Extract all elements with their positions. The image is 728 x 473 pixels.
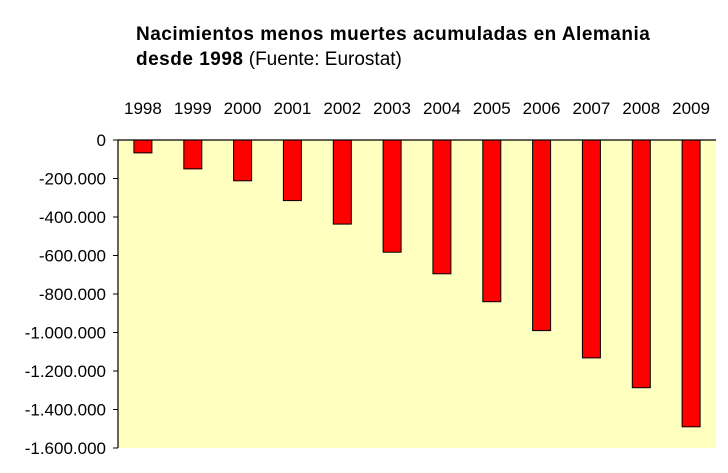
x-tick-label-1998: 1998 bbox=[124, 99, 162, 118]
x-tick-label-2006: 2006 bbox=[523, 99, 561, 118]
bar-1998 bbox=[133, 139, 153, 154]
x-tick-label-2001: 2001 bbox=[273, 99, 311, 118]
bar-2006 bbox=[532, 139, 552, 332]
plot-area bbox=[118, 140, 716, 448]
x-tick-label-2004: 2004 bbox=[423, 99, 461, 118]
bar-2002 bbox=[332, 139, 352, 225]
bar-2005 bbox=[482, 139, 502, 303]
x-tick-labels-group: 1998 1999 2000 2001 2002 2003 2004 2005 2006 2007… bbox=[124, 99, 710, 118]
x-tick-label-2003: 2003 bbox=[373, 99, 411, 118]
x-tick-label-1999: 1999 bbox=[174, 99, 212, 118]
bars-group bbox=[133, 139, 701, 428]
axes-group bbox=[113, 139, 716, 449]
x-tick-label-2008: 2008 bbox=[622, 99, 660, 118]
x-tick-label-2002: 2002 bbox=[323, 99, 361, 118]
y-tick-label: -1.000.000 bbox=[25, 324, 106, 343]
chart-title-line-2: desde 1998 (Fuente: Eurostat) bbox=[136, 47, 716, 72]
x-tick-label-2009: 2009 bbox=[672, 99, 710, 118]
y-tick-label: -800.000 bbox=[39, 285, 106, 304]
x-tick-label-2007: 2007 bbox=[572, 99, 610, 118]
chart-title-line-2-bold: desde 1998 bbox=[136, 49, 244, 70]
x-tick-label-2005: 2005 bbox=[473, 99, 511, 118]
bar-2007 bbox=[581, 139, 601, 359]
x-tick-label-2000: 2000 bbox=[224, 99, 262, 118]
y-tick-label: -1.400.000 bbox=[25, 401, 106, 420]
y-tick-label: -600.000 bbox=[39, 247, 106, 266]
chart-subtitle: (Fuente: Eurostat) bbox=[248, 49, 402, 70]
y-tick-label: -400.000 bbox=[39, 208, 106, 227]
chart-title-line-1: Nacimientos menos muertes acumuladas en … bbox=[136, 24, 651, 45]
bar-2008 bbox=[631, 139, 651, 389]
bar-2001 bbox=[282, 139, 302, 202]
y-tick-labels-group: 0 -200.000 -400.000 -600.000 -800.000 -1.000.… bbox=[25, 131, 106, 458]
y-tick-label: -200.000 bbox=[39, 170, 106, 189]
y-tick-label: -1.200.000 bbox=[25, 362, 106, 381]
bar-1999 bbox=[183, 139, 203, 170]
y-tick-label: 0 bbox=[97, 131, 106, 150]
bar-2000 bbox=[233, 139, 253, 182]
bar-2009 bbox=[681, 139, 701, 428]
y-tick-label: -1.600.000 bbox=[25, 439, 106, 458]
chart-title-block: Nacimientos menos muertes acumuladas en … bbox=[136, 22, 716, 72]
bar-2004 bbox=[432, 139, 452, 275]
bar-2003 bbox=[382, 139, 402, 253]
